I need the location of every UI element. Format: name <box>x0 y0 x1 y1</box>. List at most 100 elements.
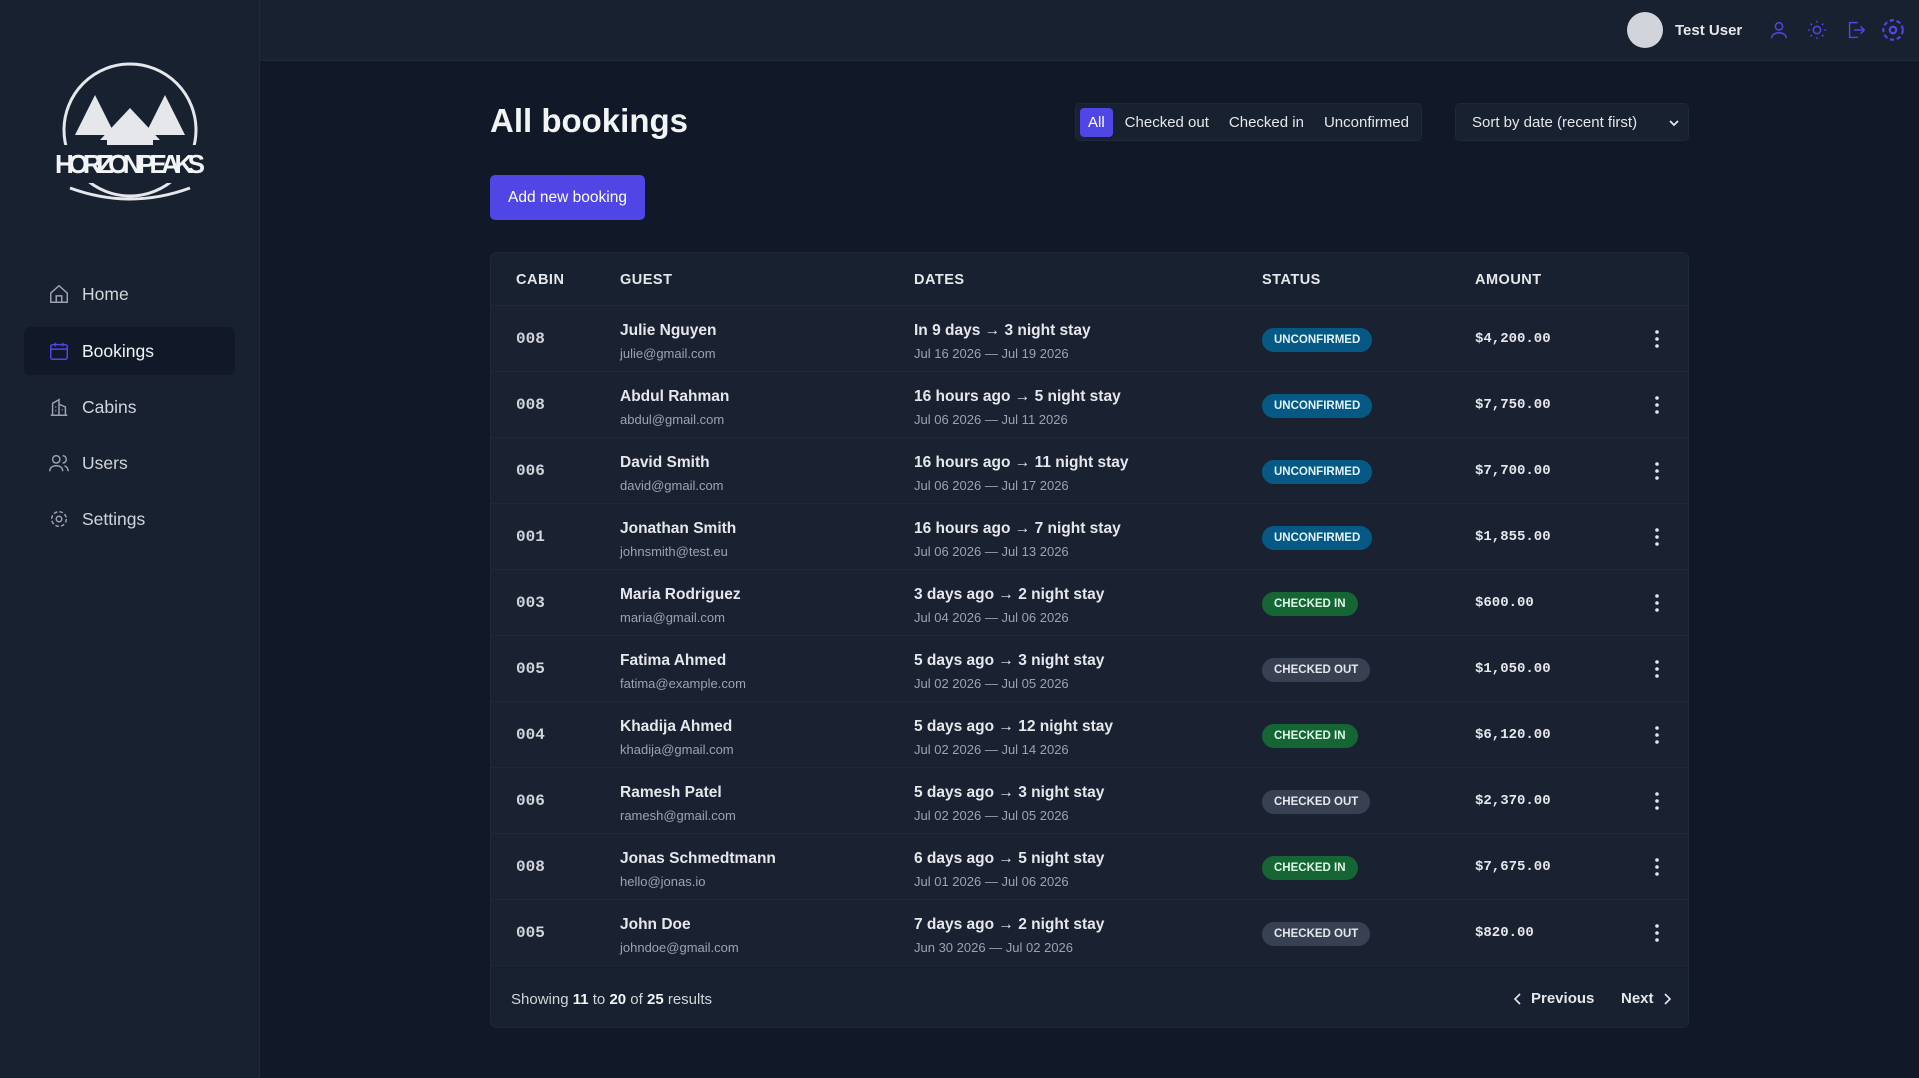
guest-email: maria@gmail.com <box>620 610 725 625</box>
nav-item[interactable]: Cabins <box>24 383 235 431</box>
amount: $1,855.00 <box>1475 529 1551 545</box>
logout-icon[interactable] <box>1845 19 1867 41</box>
filter-tab[interactable]: Checked in <box>1228 113 1304 131</box>
dates: Jul 02 2026 — Jul 14 2026 <box>914 742 1069 757</box>
guest-name: Ramesh Patel <box>620 784 722 801</box>
table-footer: Showing 11 to 20 of 25 results Previous … <box>491 971 1688 1027</box>
nav-item[interactable]: Home <box>24 270 235 318</box>
logo: HORIZON PEAKS <box>49 62 211 201</box>
stay: In 9 days → 3 night stay <box>914 322 1091 339</box>
stay: 5 days ago → 12 night stay <box>914 718 1113 735</box>
column-header: DATES <box>914 272 965 288</box>
column-header: GUEST <box>620 272 673 288</box>
filter-tab[interactable]: Checked out <box>1124 113 1209 131</box>
table-header: CABIN GUEST DATES STATUS AMOUNT <box>491 253 1688 306</box>
status-badge: UNCONFIRMED <box>1262 460 1373 484</box>
sidebar: HORIZON PEAKS Home Bookings Cabins Users… <box>0 0 260 1078</box>
guest-name: Jonas Schmedtmann <box>620 850 776 867</box>
settings-icon[interactable] <box>1880 17 1906 43</box>
booking-row: 005 Fatima Ahmed fatima@example.com 5 days … <box>491 636 1688 702</box>
nav-label: Users <box>82 452 128 473</box>
filter-tab[interactable]: All <box>1080 107 1113 137</box>
add-booking-button[interactable]: Add new booking <box>490 175 645 220</box>
booking-row: 008 Jonas Schmedtmann hello@jonas.io 6 days… <box>491 834 1688 900</box>
row-menu[interactable] <box>1653 724 1661 751</box>
number: 25 <box>646 991 664 1008</box>
guest-email: johndoe@gmail.com <box>620 940 739 955</box>
theme-icon[interactable] <box>1806 19 1828 41</box>
amount: $600.00 <box>1475 595 1534 611</box>
cabin: 005 <box>516 660 545 678</box>
row-menu[interactable] <box>1653 856 1661 883</box>
stay: 5 days ago → 3 night stay <box>914 652 1105 669</box>
amount: $1,050.00 <box>1475 661 1551 677</box>
cabin: 006 <box>516 462 545 480</box>
cabin: 001 <box>516 528 545 546</box>
nav-item[interactable]: Bookings <box>24 327 235 375</box>
filter-group: All Checked out Checked in Unconfirmed <box>1075 103 1422 141</box>
guest-email: ramesh@gmail.com <box>620 808 736 823</box>
row-menu[interactable] <box>1653 328 1661 355</box>
row-menu[interactable] <box>1653 592 1661 619</box>
guest-name: Maria Rodriguez <box>620 586 741 603</box>
stay: 6 days ago → 5 night stay <box>914 850 1105 867</box>
page-title: All bookings <box>490 102 688 139</box>
nav-label: Bookings <box>82 340 154 361</box>
user-name: Test User <box>1675 22 1743 39</box>
booking-row: 008 Julie Nguyen julie@gmail.com In 9 days … <box>491 306 1688 372</box>
status-badge: CHECKED OUT <box>1262 658 1371 682</box>
dates: Jul 06 2026 — Jul 17 2026 <box>914 478 1069 493</box>
sort-select[interactable]: Sort by date (recent first) <box>1455 103 1689 141</box>
guest-email: fatima@example.com <box>620 676 746 691</box>
dates: Jul 02 2026 — Jul 05 2026 <box>914 676 1069 691</box>
brand: HORIZON PEAKS <box>55 149 205 179</box>
nav-label: Settings <box>82 508 146 529</box>
dates: Jul 04 2026 — Jul 06 2026 <box>914 610 1069 625</box>
text: Showing <box>511 991 569 1008</box>
status-badge: CHECKED IN <box>1262 856 1358 880</box>
guest-email: abdul@gmail.com <box>620 412 725 427</box>
booking-row: 003 Maria Rodriguez maria@gmail.com 3 days … <box>491 570 1688 636</box>
amount: $820.00 <box>1475 925 1534 941</box>
amount: $7,675.00 <box>1475 859 1551 875</box>
previous-button[interactable]: Previous <box>1513 990 1594 1007</box>
filter-tab[interactable]: Unconfirmed <box>1323 113 1409 131</box>
amount: $7,750.00 <box>1475 397 1551 413</box>
guest-name: Fatima Ahmed <box>620 652 727 669</box>
nav-item[interactable]: Settings <box>24 495 235 543</box>
column-header: STATUS <box>1262 272 1321 288</box>
column-header: CABIN <box>516 272 565 288</box>
table-body: 008 Julie Nguyen julie@gmail.com In 9 days … <box>491 306 1688 966</box>
row-menu[interactable] <box>1653 922 1661 949</box>
row-menu[interactable] <box>1653 790 1661 817</box>
booking-row: 006 David Smith david@gmail.com 16 hours ag… <box>491 438 1688 504</box>
previous-label: Previous <box>1531 990 1595 1007</box>
stay: 16 hours ago → 11 night stay <box>914 454 1129 471</box>
row-menu[interactable] <box>1653 460 1661 487</box>
status-badge: UNCONFIRMED <box>1262 394 1373 418</box>
row-menu[interactable] <box>1653 526 1661 553</box>
booking-row: 008 Abdul Rahman abdul@gmail.com 16 hours a… <box>491 372 1688 438</box>
nav-item[interactable]: Users <box>24 439 235 487</box>
cabin: 005 <box>516 924 545 942</box>
number: 11 <box>572 991 589 1008</box>
status-badge: CHECKED OUT <box>1262 790 1371 814</box>
next-button[interactable]: Next <box>1621 990 1672 1007</box>
status-badge: CHECKED OUT <box>1262 922 1371 946</box>
amount: $6,120.00 <box>1475 727 1551 743</box>
row-menu[interactable] <box>1653 394 1661 421</box>
amount: $2,370.00 <box>1475 793 1551 809</box>
account-icon[interactable] <box>1768 19 1790 41</box>
guest-name: Abdul Rahman <box>620 388 730 405</box>
booking-row: 001 Jonathan Smith johnsmith@test.eu 16 hou… <box>491 504 1688 570</box>
stay: 3 days ago → 2 night stay <box>914 586 1105 603</box>
row-menu[interactable] <box>1653 658 1661 685</box>
column-header: AMOUNT <box>1475 272 1542 288</box>
stay: 16 hours ago → 7 night stay <box>914 520 1121 537</box>
topbar: Test User <box>260 0 1919 61</box>
guest-name: Jonathan Smith <box>620 520 737 537</box>
avatar[interactable] <box>1627 12 1663 48</box>
cabin: 004 <box>516 726 545 744</box>
bookings-table: CABIN GUEST DATES STATUS AMOUNT 008 Julie Ngu… <box>490 252 1689 1028</box>
next-label: Next <box>1621 990 1654 1007</box>
